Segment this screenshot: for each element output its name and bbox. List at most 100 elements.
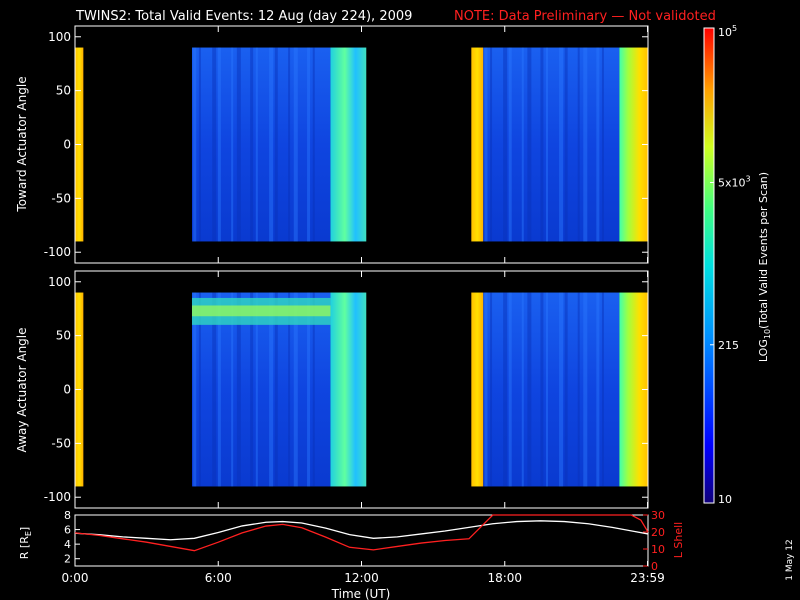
colorbar-tick-label: 105 — [718, 24, 737, 39]
heatmap-streak — [596, 292, 600, 487]
heatmap-streak — [255, 47, 258, 242]
heatmap-streak — [577, 47, 580, 242]
y-tick-label: 4 — [64, 538, 71, 551]
heatmap-streak — [236, 292, 241, 487]
y-tick-label: 50 — [56, 329, 71, 343]
heatmap-block — [330, 47, 367, 242]
heatmap-streak — [540, 47, 544, 242]
colorbar-gradient — [703, 27, 715, 504]
colorbar-tick-label: 10 — [718, 493, 732, 506]
heatmap-streak — [293, 292, 298, 487]
heatmap-streak — [198, 292, 201, 487]
away-ylabel: Away Actuator Angle — [15, 327, 29, 452]
heatmap-streak — [307, 47, 311, 242]
heatmap-streak — [601, 292, 604, 487]
heatmap-streak — [527, 47, 532, 242]
y-tick-label: -100 — [44, 490, 71, 504]
orbit-panel: 8 64 2 30 20 10 0 0:00 6:00 12:00 18:00 23:59 — [62, 509, 665, 585]
heatmap-streak — [274, 292, 278, 487]
heatmap-streak — [564, 47, 568, 242]
y-tick-label: -100 — [44, 245, 71, 259]
heatmap-streak — [217, 47, 221, 242]
colorbar: 105 5x103 215 10 — [703, 24, 751, 506]
heatmap-streak — [274, 47, 278, 242]
x-tick-label: 18:00 — [487, 571, 522, 585]
y2-tick-label: 20 — [651, 526, 665, 539]
heatmap-streak — [255, 292, 258, 487]
y2-tick-label: 30 — [651, 509, 665, 522]
heatmap-streak — [601, 47, 604, 242]
heatmap-streak — [212, 47, 217, 242]
heatmap-block — [471, 292, 484, 487]
toward-ylabel: Toward Actuator Angle — [15, 76, 29, 212]
heatmap-block — [330, 292, 367, 487]
heatmap-streak — [596, 47, 600, 242]
y2-tick-label: 10 — [651, 543, 665, 556]
heatmap-streak — [293, 47, 298, 242]
heatmap-streak — [269, 47, 274, 242]
heatmap-block — [471, 47, 484, 242]
heatmap-streak — [217, 292, 221, 487]
heatmap-streak — [577, 292, 580, 487]
heatmap-streak — [288, 292, 291, 487]
heatmap-streak — [503, 47, 508, 242]
heatmap-streak — [312, 292, 315, 487]
x-tick-label: 0:00 — [62, 571, 89, 585]
heatmap-streak — [198, 47, 201, 242]
heatmap-band-core — [191, 305, 331, 317]
y-tick-label: 8 — [64, 509, 71, 522]
heatmap-streak — [508, 292, 512, 487]
heatmap-streak — [503, 292, 508, 487]
orbit-ylabel: R [RE] — [18, 527, 33, 559]
heatmap-streak — [193, 47, 197, 242]
heatmap-streak — [212, 292, 217, 487]
toward-panel: 100 50 0 -50 -100 — [44, 25, 649, 264]
heatmap-streak — [545, 292, 548, 487]
heatmap-streak — [484, 292, 488, 487]
preliminary-note: NOTE: Data Preliminary — Not validoted — [454, 9, 716, 24]
heatmap-streak — [288, 47, 291, 242]
heatmap-streak — [307, 292, 311, 487]
heatmap-streak — [521, 292, 524, 487]
y-tick-label: 100 — [48, 30, 71, 44]
away-panel: 100 50 0 -50 -100 — [44, 270, 649, 509]
x-tick-label: 23:59 — [630, 571, 665, 585]
heatmap-streak — [236, 47, 241, 242]
colorbar-label: LOG10(Total Valid Events per Scan) — [757, 172, 772, 362]
heatmap-streak — [231, 292, 234, 487]
y-tick-label: 100 — [48, 275, 71, 289]
heatmap-streak — [484, 47, 488, 242]
heatmap-block — [483, 47, 620, 242]
radius-line — [74, 520, 649, 541]
x-tick-label: 12:00 — [344, 571, 379, 585]
heatmap-streak — [583, 292, 588, 487]
heatmap-streak — [527, 292, 532, 487]
heatmap-streak — [490, 292, 493, 487]
heatmap-streak — [521, 47, 524, 242]
y-tick-label: 50 — [56, 84, 71, 98]
heatmap-streak — [559, 292, 564, 487]
y-tick-label: -50 — [51, 191, 71, 205]
heatmap-streak — [490, 47, 493, 242]
x-tick-label: 6:00 — [205, 571, 232, 585]
y-tick-label: 0 — [63, 383, 71, 397]
heatmap-streak — [250, 292, 254, 487]
heatmap-streak — [250, 47, 254, 242]
y2-tick-label: 0 — [651, 560, 658, 573]
heatmap-streak — [231, 47, 234, 242]
y-tick-label: 2 — [64, 553, 71, 566]
panel-frame — [74, 514, 649, 567]
heatmap-streak — [193, 292, 197, 487]
date-stamp: 1 May 12 — [785, 539, 795, 581]
orbit-y2label: L Shell — [672, 522, 685, 558]
heatmap-streak — [545, 47, 548, 242]
colorbar-tick-label: 215 — [718, 339, 739, 352]
y-tick-label: 6 — [64, 524, 71, 537]
colorbar-tick-label: 5x103 — [718, 174, 751, 189]
heatmap-streak — [312, 47, 315, 242]
heatmap-streak — [559, 47, 564, 242]
heatmap-streak — [583, 47, 588, 242]
heatmap-block — [191, 47, 331, 242]
heatmap-streak — [508, 47, 512, 242]
